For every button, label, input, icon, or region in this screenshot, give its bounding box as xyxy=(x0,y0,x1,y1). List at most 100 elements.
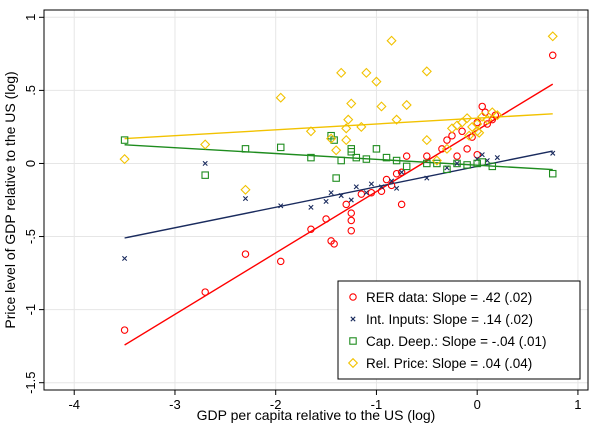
data-point-square xyxy=(453,159,461,168)
data-point-diamond xyxy=(331,145,342,156)
data-point-diamond xyxy=(464,130,475,141)
data-markers xyxy=(119,31,558,334)
data-point-circle xyxy=(322,215,330,223)
data-point-diamond xyxy=(547,31,558,42)
data-point-square xyxy=(473,159,481,168)
data-point-x xyxy=(550,150,556,156)
data-point-x xyxy=(353,184,359,190)
data-point-x xyxy=(278,203,284,209)
data-point-x xyxy=(348,197,354,203)
x-tick-label: -1 xyxy=(371,397,383,412)
data-point-circle xyxy=(473,150,481,159)
legend-marker-square xyxy=(349,337,357,345)
data-point-x xyxy=(494,155,500,161)
y-tick-label: .5 xyxy=(23,85,38,96)
data-point-square xyxy=(352,153,361,162)
data-point-diamond xyxy=(462,113,473,124)
data-point-x xyxy=(338,193,344,199)
data-point-circle xyxy=(330,240,338,248)
y-axis-ticks: -1.5 -1 -.5 0 .5 1 xyxy=(23,14,44,394)
fit-line-circle xyxy=(124,83,554,346)
data-point-circle xyxy=(347,226,356,235)
series-square xyxy=(120,131,557,182)
data-point-circle xyxy=(443,136,451,144)
data-point-diamond xyxy=(431,155,442,166)
data-point-x xyxy=(378,184,385,190)
data-point-circle xyxy=(397,168,406,176)
legend-label: RER data: Slope = .42 (.02) xyxy=(366,290,532,305)
data-point-square xyxy=(332,174,340,182)
legend-item: Cap. Deep.: Slope = -.04 (.01) xyxy=(349,334,546,349)
data-point-square xyxy=(241,145,250,153)
data-point-circle xyxy=(397,200,406,209)
data-point-circle xyxy=(377,187,386,195)
y-tick-label: -1 xyxy=(23,304,38,316)
data-point-diamond xyxy=(326,133,337,144)
data-point-diamond xyxy=(336,67,347,78)
x-tick-label: -3 xyxy=(169,397,181,412)
data-point-diamond xyxy=(474,127,485,138)
data-point-circle xyxy=(276,257,285,266)
data-point-circle xyxy=(347,209,356,217)
x-tick-label: -2 xyxy=(270,397,282,412)
y-tick-label: 0 xyxy=(23,160,38,167)
legend-marker-x xyxy=(350,316,356,322)
y-tick-label: -1.5 xyxy=(23,371,38,393)
legend: RER data: Slope = .42 (.02) Int. Inputs: … xyxy=(337,280,581,380)
data-point-circle xyxy=(458,127,466,136)
data-point-diamond xyxy=(371,76,382,87)
data-point-diamond xyxy=(119,153,130,165)
data-point-diamond xyxy=(361,67,372,78)
data-point-x xyxy=(394,185,400,191)
data-point-diamond xyxy=(456,117,468,128)
legend-item: RER data: Slope = .42 (.02) xyxy=(349,290,532,305)
data-point-diamond xyxy=(356,121,367,133)
data-point-diamond xyxy=(386,35,397,46)
data-point-x xyxy=(424,175,430,181)
data-point-x xyxy=(454,160,460,167)
data-point-circle xyxy=(307,225,315,233)
data-point-circle xyxy=(201,288,209,296)
data-point-square xyxy=(488,162,497,171)
data-point-circle xyxy=(491,111,500,119)
x-tick-label: 0 xyxy=(474,397,481,412)
data-point-diamond xyxy=(240,184,251,195)
data-point-x xyxy=(399,169,405,175)
data-point-diamond xyxy=(376,101,387,112)
data-point-square xyxy=(362,155,371,163)
legend-box xyxy=(337,280,581,380)
data-point-circle xyxy=(241,250,250,258)
data-point-diamond xyxy=(341,134,352,146)
data-point-circle xyxy=(387,181,396,190)
y-tick-label: -.5 xyxy=(23,229,38,244)
fit-line-diamond xyxy=(124,113,553,140)
data-point-x xyxy=(242,195,249,202)
data-point-x xyxy=(363,190,369,196)
data-point-diamond xyxy=(421,134,432,146)
legend-item: Rel. Price: Slope = .04 (.04) xyxy=(347,356,532,371)
data-point-square xyxy=(337,156,345,165)
x-tick-label: 1 xyxy=(574,397,581,412)
legend-marker-circle xyxy=(349,293,357,301)
data-point-diamond xyxy=(275,92,286,103)
data-point-square xyxy=(347,145,356,153)
data-point-diamond xyxy=(472,118,483,130)
data-point-diamond xyxy=(477,111,488,122)
data-point-x xyxy=(328,190,334,196)
series-circle xyxy=(120,51,557,334)
data-point-square xyxy=(402,162,411,171)
data-point-diamond xyxy=(441,143,453,154)
data-point-square xyxy=(443,165,451,174)
x-axis-ticks: -4 -3 -2 -1 0 1 xyxy=(68,390,582,412)
y-axis-label: Price level of GDP relative to the US (l… xyxy=(2,71,18,328)
data-point-diamond xyxy=(200,139,211,150)
data-point-square xyxy=(276,143,285,152)
data-point-x xyxy=(479,152,485,158)
series-diamond xyxy=(119,31,558,195)
data-point-circle xyxy=(478,102,486,111)
data-point-square xyxy=(433,159,441,168)
data-point-diamond xyxy=(421,66,432,77)
data-point-circle xyxy=(367,188,376,197)
data-point-square xyxy=(120,136,129,144)
